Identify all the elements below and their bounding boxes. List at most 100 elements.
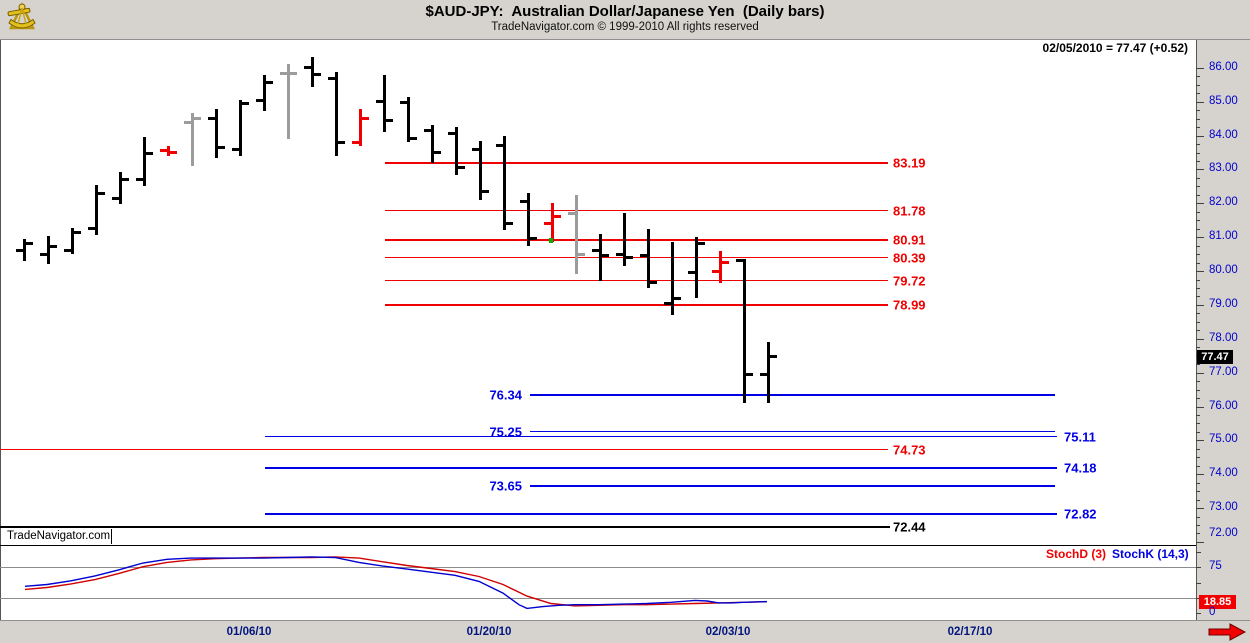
stoch-tick <box>1196 613 1201 615</box>
close-tick <box>602 254 609 258</box>
price-axis-label: 85.00 <box>1209 94 1238 107</box>
open-tick <box>712 269 719 273</box>
stoch-tick <box>1196 582 1201 584</box>
ohlc-bar <box>287 63 290 139</box>
price-tick <box>1196 67 1204 69</box>
price-axis-label: 78.00 <box>1209 331 1238 344</box>
close-tick <box>386 118 393 122</box>
close-tick <box>722 261 729 265</box>
close-tick <box>674 296 681 300</box>
level-label-79.72: 79.72 <box>893 273 926 289</box>
price-tick <box>1196 203 1204 205</box>
price-tick <box>1196 499 1200 501</box>
ohlc-bar <box>551 203 554 243</box>
close-tick <box>26 241 33 245</box>
price-tick <box>1196 525 1200 526</box>
close-tick <box>698 242 705 246</box>
price-tick <box>1196 228 1200 230</box>
open-tick <box>64 248 71 252</box>
close-tick <box>530 237 537 241</box>
stoch-tick <box>1196 567 1201 569</box>
quote-readout: 02/05/2010 = 77.47 (+0.52) <box>1042 41 1188 55</box>
date-label: 02/03/10 <box>705 626 751 638</box>
price-tick <box>1196 287 1200 289</box>
open-tick <box>328 76 335 80</box>
ohlc-bar <box>383 74 386 133</box>
open-tick <box>472 147 479 151</box>
stoch-tick <box>1196 597 1201 599</box>
chart-subtitle: TradeNavigator.com © 1999-2010 All right… <box>491 21 759 33</box>
open-tick <box>760 372 767 376</box>
ohlc-bar <box>119 172 122 205</box>
level-line-74.18 <box>265 467 1057 469</box>
open-tick <box>376 99 383 103</box>
price-tick <box>1196 144 1200 146</box>
open-tick <box>352 140 359 144</box>
close-tick <box>218 145 225 149</box>
price-tick <box>1196 533 1200 535</box>
ohlc-bar <box>167 146 170 156</box>
price-axis-label: 76.00 <box>1209 399 1238 412</box>
ohlc-bar <box>95 184 98 236</box>
price-tick <box>1196 491 1200 493</box>
price-axis-label: 79.00 <box>1209 297 1238 310</box>
close-tick <box>650 281 657 285</box>
price-axis-label: 77.00 <box>1209 365 1238 378</box>
price-tick <box>1196 414 1200 416</box>
ohlc-bar <box>479 140 482 200</box>
stoch-axis-label-0: 0 <box>1209 606 1216 618</box>
level-label-80.91: 80.91 <box>893 232 926 248</box>
open-tick <box>736 259 743 263</box>
chart-title: $AUD-JPY: Australian Dollar/Japanese Yen… <box>425 3 825 20</box>
red-right-arrow-icon[interactable] <box>1208 623 1246 641</box>
price-axis-label: 73.00 <box>1209 501 1238 514</box>
date-label: 02/17/10 <box>947 626 993 638</box>
open-tick <box>592 249 599 253</box>
ohlc-bar <box>143 137 146 187</box>
price-axis-label: 84.00 <box>1209 128 1238 141</box>
price-axis-label: 82.00 <box>1209 196 1238 209</box>
close-tick <box>770 355 777 359</box>
price-axis-label: 83.00 <box>1209 162 1238 175</box>
price-tick <box>1196 271 1204 273</box>
stochd-legend-label: StochD (3) <box>1046 547 1106 561</box>
price-tick <box>1196 279 1200 281</box>
price-tick <box>1196 127 1200 129</box>
open-tick <box>448 132 455 136</box>
level-label-78.99: 78.99 <box>893 297 926 313</box>
price-tick <box>1196 93 1200 95</box>
price-tick <box>1196 304 1204 306</box>
close-tick <box>506 222 513 226</box>
price-tick <box>1196 381 1200 383</box>
ohlc-bar <box>335 71 338 156</box>
price-axis-label: 80.00 <box>1209 264 1238 277</box>
level-label-81.78: 81.78 <box>893 203 926 219</box>
stochastic-chart-area[interactable] <box>0 546 1197 620</box>
level-line-80.39 <box>385 256 888 259</box>
stochastic-value-badge: 18.85 <box>1199 595 1236 609</box>
price-tick <box>1196 84 1200 86</box>
ohlc-bar <box>71 227 74 255</box>
chart-header <box>0 0 1250 40</box>
close-tick <box>122 178 129 182</box>
close-tick <box>338 140 345 144</box>
close-tick <box>50 245 57 249</box>
level-line-78.99 <box>385 304 888 306</box>
sextant-icon[interactable] <box>6 2 38 34</box>
open-tick <box>40 253 47 257</box>
signal-mark <box>549 237 553 243</box>
price-tick <box>1196 254 1200 256</box>
ohlc-bar <box>215 109 218 158</box>
level-line-75.11 <box>265 435 1057 438</box>
price-tick <box>1196 516 1200 518</box>
close-tick <box>458 166 465 170</box>
price-tick <box>1196 474 1204 476</box>
level-line-74.73 <box>0 448 888 451</box>
ohlc-bar <box>263 74 266 112</box>
open-tick <box>424 129 431 133</box>
open-tick <box>304 66 311 70</box>
date-label: 01/06/10 <box>226 626 272 638</box>
stoch-tick <box>1196 551 1201 553</box>
price-tick <box>1196 423 1200 425</box>
price-chart-area[interactable] <box>0 40 1197 545</box>
